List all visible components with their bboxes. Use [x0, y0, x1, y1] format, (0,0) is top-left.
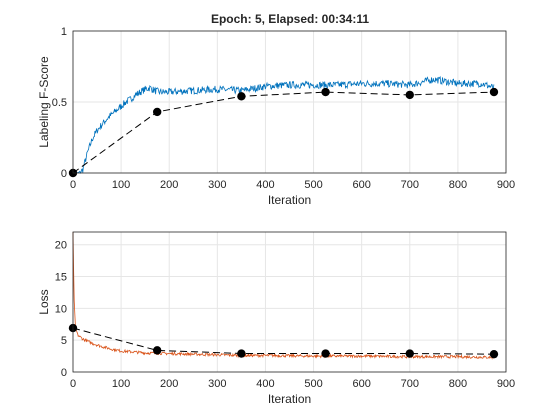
x-tick-label: 700 [401, 378, 419, 390]
y-axis-label: Labeling F-Score [37, 56, 51, 148]
x-tick-label: 100 [112, 378, 130, 390]
x-tick-label: 600 [352, 378, 370, 390]
x-axis-label: Iteration [268, 193, 311, 207]
figure-title: Epoch: 5, Elapsed: 00:34:11 [211, 12, 369, 26]
loss-axes: 0 100 200 300 400 500 600 700 800 900 0 5 10 15 20 Iter… [37, 231, 515, 406]
x-tick-label: 200 [160, 179, 178, 191]
x-tick-label: 600 [352, 179, 370, 191]
x-axis-label: Iteration [268, 392, 311, 406]
y-tick-label: 0 [61, 168, 67, 180]
y-tick-label: 15 [55, 272, 67, 284]
x-tick-label: 900 [497, 378, 515, 390]
x-tick-label: 300 [208, 378, 226, 390]
fscore-axes: 0 100 200 300 400 500 600 700 800 900 0 0.5 1 Iterati… [37, 26, 515, 207]
fscore-training-line [72, 75, 495, 174]
x-tick-label: 300 [208, 179, 226, 191]
x-tick-label: 800 [449, 378, 467, 390]
validation-point [321, 87, 330, 97]
validation-point [489, 349, 499, 359]
axes-frame [72, 231, 507, 373]
x-tick-label: 800 [449, 179, 467, 191]
loss-validation-line [72, 327, 495, 355]
validation-point [152, 346, 162, 355]
x-tick-label: 500 [304, 179, 322, 191]
validation-point [405, 349, 414, 358]
axes-frame [72, 30, 507, 174]
fscore-validation-line [72, 91, 495, 174]
x-tick-label: 700 [401, 179, 419, 191]
y-tick-label: 5 [61, 335, 67, 347]
y-tick-label: 1 [61, 26, 67, 38]
x-tick-label: 900 [497, 179, 515, 191]
x-tick-label: 400 [256, 378, 274, 390]
y-tick-label: 0.5 [52, 97, 67, 109]
x-tick-label: 0 [70, 179, 76, 191]
validation-point [321, 349, 330, 358]
validation-point [405, 90, 414, 100]
y-tick-label: 20 [55, 240, 67, 252]
x-tick-label: 400 [256, 179, 274, 191]
x-tick-label: 500 [304, 378, 322, 390]
validation-point [489, 87, 499, 97]
loss-training-line [72, 231, 494, 360]
y-tick-label: 10 [55, 303, 67, 315]
plot-area [73, 232, 506, 372]
validation-point [237, 349, 246, 358]
y-tick-label: 0 [61, 367, 67, 379]
x-tick-label: 200 [160, 378, 178, 390]
x-tick-label: 100 [112, 179, 130, 191]
validation-point [152, 107, 162, 117]
validation-point [237, 92, 246, 101]
x-tick-label: 0 [70, 378, 76, 390]
y-axis-label: Loss [37, 289, 51, 314]
